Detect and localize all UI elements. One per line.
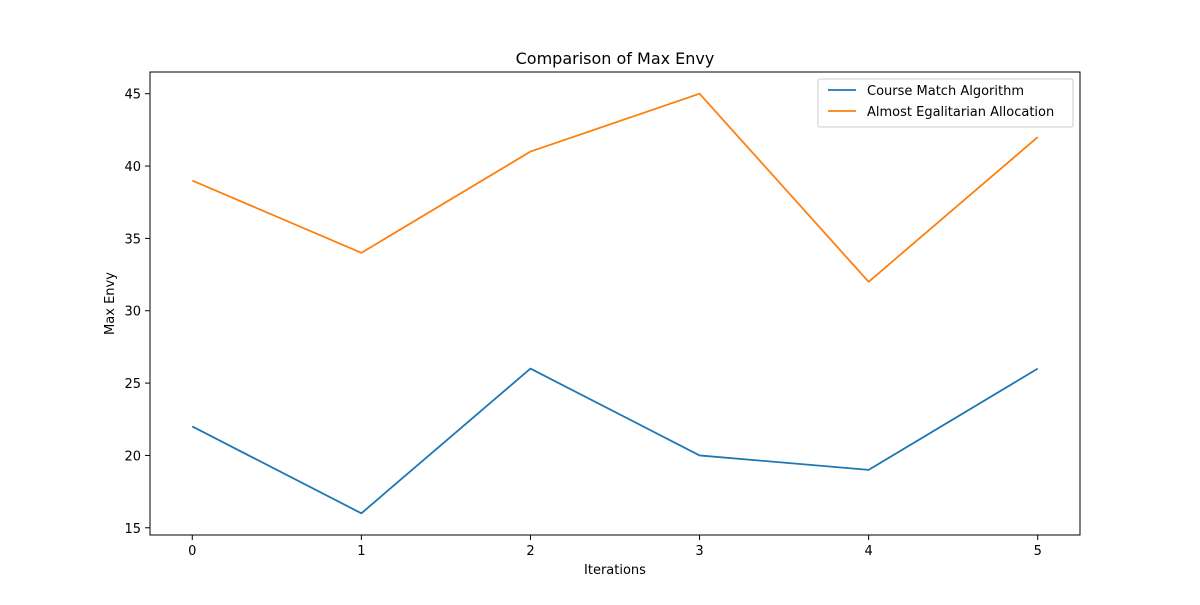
x-tick-label: 4	[864, 544, 872, 559]
x-tick-label: 2	[526, 544, 534, 559]
x-tick-label: 1	[357, 544, 365, 559]
y-tick-label: 25	[124, 377, 141, 392]
y-tick-label: 45	[124, 88, 141, 103]
x-tick-label: 3	[695, 544, 703, 559]
legend: Course Match Algorithm Almost Egalitaria…	[817, 78, 1074, 128]
y-tick-label: 40	[124, 160, 141, 175]
y-tick-label: 35	[124, 232, 141, 247]
x-tick-label: 5	[1034, 544, 1042, 559]
x-tick-label: 0	[188, 544, 196, 559]
plot-area-frame	[149, 71, 1081, 536]
legend-label-egalitarian: Almost Egalitarian Allocation	[867, 105, 1054, 120]
y-axis-label: Max Envy	[103, 272, 118, 335]
y-tick-label: 20	[124, 449, 141, 464]
series-line-0	[191, 367, 1039, 515]
series-line-1	[191, 92, 1039, 283]
legend-box	[817, 78, 1074, 128]
y-tick-label: 15	[124, 522, 141, 537]
chart-title: Comparison of Max Envy	[516, 49, 715, 68]
legend-label-course-match: Course Match Algorithm	[867, 84, 1024, 99]
y-tick-label: 30	[124, 305, 141, 320]
series-lines	[191, 92, 1039, 515]
x-axis-label: Iterations	[584, 563, 646, 578]
